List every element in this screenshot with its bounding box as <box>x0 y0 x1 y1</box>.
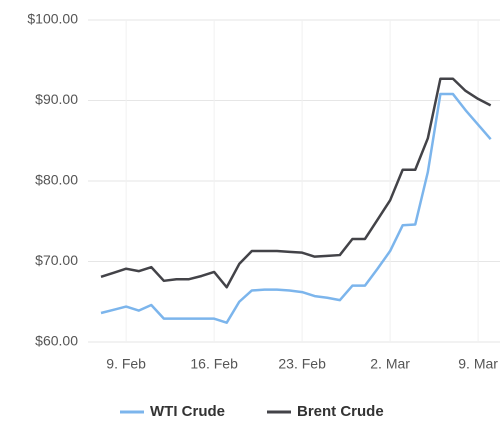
legend-text[interactable]: WTI Crude <box>150 403 225 420</box>
legend-text[interactable]: Brent Crude <box>297 403 384 420</box>
series-line <box>100 77 492 289</box>
x-tick-label: 16. Feb <box>190 356 238 372</box>
x-tick-label: 2. Mar <box>370 356 410 372</box>
y-tick-label: $60.00 <box>35 333 78 349</box>
y-tick-label: $100.00 <box>27 11 78 27</box>
x-tick-label: 9. Feb <box>106 356 146 372</box>
x-tick-label: 9. Mar <box>458 356 498 372</box>
y-tick-label: $80.00 <box>35 172 78 188</box>
y-tick-label: $70.00 <box>35 252 78 268</box>
x-tick-label: 23. Feb <box>278 356 326 372</box>
y-tick-label: $90.00 <box>35 91 78 107</box>
series-line <box>100 92 492 324</box>
